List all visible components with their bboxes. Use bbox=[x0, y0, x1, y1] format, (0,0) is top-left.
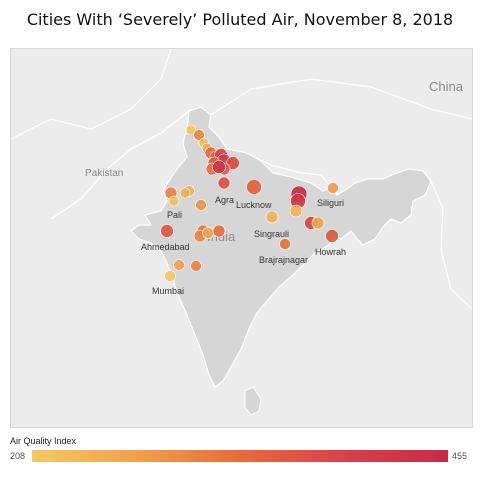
aqi-point[interactable] bbox=[311, 216, 325, 230]
china-border bbox=[210, 78, 472, 120]
aqi-point[interactable] bbox=[279, 238, 291, 250]
afghanistan-border bbox=[11, 49, 172, 140]
city-label-singrauli: Singrauli bbox=[254, 229, 289, 239]
aqi-point[interactable] bbox=[212, 160, 226, 174]
legend-max-value: 455 bbox=[452, 451, 468, 461]
sri-lanka-landmass bbox=[244, 386, 262, 416]
aqi-point[interactable] bbox=[212, 224, 226, 238]
aqi-point[interactable] bbox=[327, 182, 339, 194]
city-label-pali: Pali bbox=[167, 210, 182, 220]
aqi-point[interactable] bbox=[193, 129, 205, 141]
aqi-point[interactable] bbox=[265, 210, 279, 224]
map-canvas[interactable]: China Pakistan India bbox=[11, 49, 472, 427]
aqi-points[interactable] bbox=[160, 124, 339, 282]
map-frame[interactable]: China Pakistan India bbox=[10, 48, 473, 428]
city-label-lucknow: Lucknow bbox=[236, 200, 272, 210]
map-title: Cities With ‘Severely’ Polluted Air, Nov… bbox=[26, 10, 454, 29]
legend-min-value: 208 bbox=[10, 451, 26, 461]
myanmar-border bbox=[430, 180, 472, 310]
legend-title: Air Quality Index bbox=[10, 436, 77, 446]
city-label-howrah: Howrah bbox=[315, 247, 346, 257]
aqi-point[interactable] bbox=[179, 187, 191, 199]
aqi-point[interactable] bbox=[168, 195, 180, 207]
aqi-point[interactable] bbox=[217, 176, 231, 190]
aqi-point[interactable] bbox=[185, 124, 197, 136]
aqi-point[interactable] bbox=[190, 260, 202, 272]
aqi-point[interactable] bbox=[160, 224, 174, 238]
aqi-point[interactable] bbox=[195, 199, 207, 211]
aqi-point[interactable] bbox=[289, 204, 303, 218]
city-label-siliguri: Siliguri bbox=[317, 198, 344, 208]
city-label-agra: Agra bbox=[215, 195, 234, 205]
aqi-point[interactable] bbox=[246, 179, 262, 195]
city-label-ahmedabad: Ahmedabad bbox=[141, 242, 190, 252]
pakistan-border bbox=[50, 110, 190, 220]
nepal-border bbox=[246, 152, 332, 188]
legend-color-bar bbox=[32, 450, 448, 462]
city-label-mumbai: Mumbai bbox=[152, 286, 184, 296]
aqi-point[interactable] bbox=[164, 270, 176, 282]
aqi-point[interactable] bbox=[325, 229, 339, 243]
country-label-china: China bbox=[429, 79, 464, 94]
country-label-pakistan: Pakistan bbox=[85, 168, 123, 179]
aqi-point[interactable] bbox=[202, 227, 214, 239]
aqi-point[interactable] bbox=[226, 156, 240, 170]
aqi-point[interactable] bbox=[173, 259, 185, 271]
city-label-brajrajnagar: Brajrajnagar bbox=[259, 255, 308, 265]
